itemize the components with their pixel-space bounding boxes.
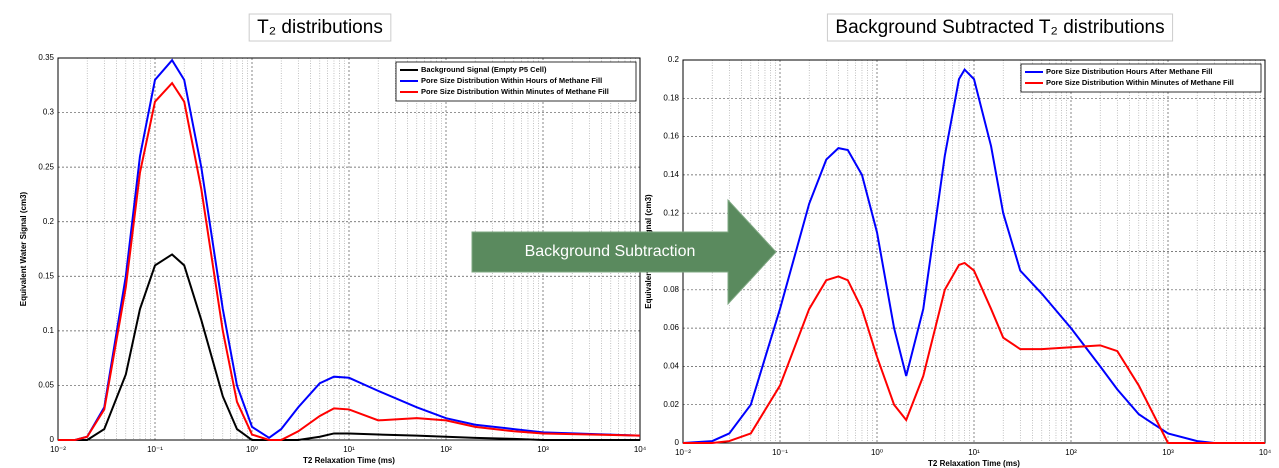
series-line (682, 67, 1265, 444)
x-tick-label: 10⁰ (871, 448, 883, 457)
legend-box (395, 61, 637, 102)
arrow: Background Subtraction (471, 198, 777, 306)
x-tick-label: 10¹ (968, 448, 980, 457)
y-tick-label: 0.25 (38, 162, 54, 171)
panel-title: T₂ distributions (257, 17, 383, 38)
x-tick-label: 10⁰ (246, 445, 258, 454)
legend-label: Pore Size Distribution Hours After Metha… (1046, 67, 1212, 76)
x-tick-label: 10³ (537, 445, 549, 454)
y-tick-label: 0.1 (43, 326, 55, 335)
panel-title-box (248, 13, 392, 42)
arrow-shape (471, 198, 777, 306)
y-axis-label: Equivalent Water Signal (cm3) (19, 191, 28, 306)
x-tick-label: 10⁻¹ (772, 448, 788, 457)
legend-label: Pore Size Distribution Within Minutes of… (1046, 78, 1234, 87)
y-tick-label: 0.04 (663, 362, 679, 371)
y-tick-label: 0.16 (663, 132, 679, 141)
series-line (58, 253, 640, 441)
y-tick-label: 0.18 (663, 93, 679, 102)
series-line (58, 58, 641, 441)
y-tick-label: 0.15 (38, 271, 54, 280)
y-tick-label: 0.02 (663, 400, 679, 409)
legend-box (1020, 63, 1262, 93)
legend-label: Background Signal (Empty P5 Cell) (421, 65, 547, 74)
panel-title-box (826, 13, 1174, 42)
x-tick-label: 10³ (1162, 448, 1174, 457)
y-tick-label: 0.05 (38, 381, 54, 390)
y-tick-label: 0.14 (663, 170, 679, 179)
legend-label: Pore Size Distribution Within Hours of M… (421, 76, 602, 85)
x-axis-label: T2 Relaxation Time (ms) (303, 456, 395, 465)
x-tick-label: 10² (1065, 448, 1077, 457)
y-tick-label: 0.06 (663, 323, 679, 332)
y-tick-label: 0.2 (668, 55, 680, 64)
x-axis-label: T2 Relaxation Time (ms) (928, 459, 1020, 468)
legend-label: Pore Size Distribution Within Minutes of… (421, 87, 609, 96)
x-tick-label: 10⁻¹ (147, 445, 163, 454)
y-tick-label: 0.2 (43, 217, 55, 226)
y-tick-label: 0.12 (663, 208, 679, 217)
panel-title: Background Subtracted T₂ distributions (835, 17, 1164, 38)
y-tick-label: 0 (675, 438, 680, 447)
x-tick-label: 10⁻² (50, 445, 66, 454)
x-tick-label: 10¹ (343, 445, 355, 454)
y-tick-label: 0.35 (38, 53, 54, 62)
y-tick-label: 0.08 (663, 285, 679, 294)
x-tick-label: 10² (440, 445, 452, 454)
x-tick-label: 10⁴ (634, 445, 647, 454)
arrow-label: Background Subtraction (525, 243, 696, 260)
y-tick-label: 0 (50, 435, 55, 444)
x-tick-label: 10⁴ (1259, 448, 1272, 457)
series-line (683, 261, 1265, 444)
series-line (58, 81, 641, 441)
y-tick-label: 0.3 (43, 108, 55, 117)
x-tick-label: 10⁻² (675, 448, 691, 457)
